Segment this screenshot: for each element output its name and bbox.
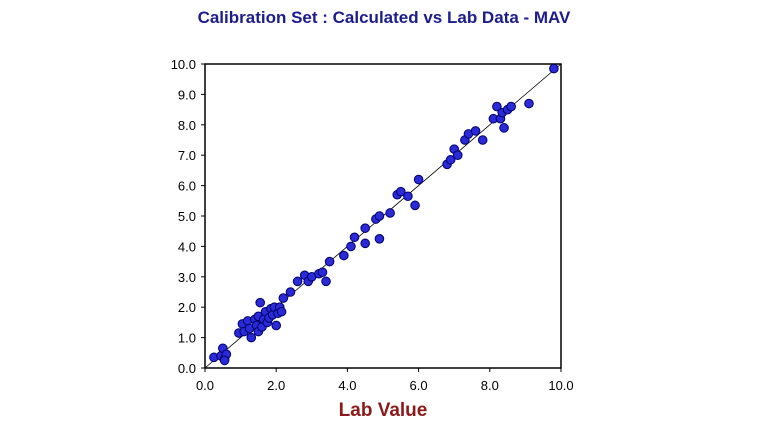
- x-tick-label: 8.0: [481, 378, 499, 393]
- y-tick-label: 10.0: [171, 57, 196, 72]
- data-point: [321, 276, 331, 287]
- data-point: [492, 101, 502, 112]
- x-tick-label: 6.0: [410, 378, 428, 393]
- data-point: [374, 211, 385, 221]
- y-tick-label: 6.0: [178, 179, 196, 194]
- data-point: [499, 123, 509, 133]
- data-point: [324, 256, 335, 267]
- data-point: [246, 332, 257, 343]
- y-tick-label: 4.0: [178, 239, 196, 254]
- data-point: [410, 200, 420, 211]
- data-point: [360, 223, 371, 233]
- data-point: [506, 101, 516, 112]
- y-tick-label: 3.0: [178, 270, 196, 285]
- y-tick-label: 1.0: [178, 331, 196, 346]
- data-point: [276, 306, 287, 317]
- x-tick-label: 0.0: [196, 378, 214, 393]
- data-point: [452, 150, 463, 160]
- data-point: [271, 320, 282, 331]
- y-tick-label: 2.0: [178, 300, 196, 315]
- data-point: [278, 293, 289, 303]
- data-point: [292, 276, 303, 287]
- data-point: [385, 208, 395, 218]
- data-points: [209, 63, 559, 366]
- y-tick-label: 0.0: [178, 361, 196, 376]
- x-axis: 0.0 2.0 4.0 6.0 8.0 10.0: [196, 368, 574, 393]
- data-point: [285, 287, 296, 297]
- y-tick-label: 9.0: [178, 87, 196, 102]
- data-point: [255, 297, 265, 308]
- y-tick-label: 7.0: [178, 148, 196, 163]
- y-axis: 0.0 1.0 2.0 3.0 4.0 5.0 6.0 7.0 8.0 9.0 10.0: [171, 57, 205, 376]
- data-point: [470, 126, 481, 136]
- data-point: [396, 186, 406, 197]
- data-point: [360, 238, 371, 249]
- y-tick-label: 8.0: [178, 118, 196, 133]
- data-point: [317, 267, 328, 278]
- x-axis-label: Lab Value: [339, 400, 428, 421]
- data-point: [349, 232, 360, 243]
- x-tick-label: 4.0: [338, 378, 356, 393]
- x-tick-label: 2.0: [267, 378, 285, 393]
- data-point: [413, 174, 424, 185]
- data-point: [339, 250, 349, 261]
- chart-title: Calibration Set : Calculated vs Lab Data…: [197, 8, 571, 27]
- x-tick-label: 10.0: [548, 378, 573, 393]
- data-point: [445, 154, 456, 165]
- data-point: [524, 98, 534, 109]
- y-tick-label: 5.0: [178, 209, 196, 224]
- data-point: [219, 355, 230, 366]
- data-point: [374, 234, 385, 244]
- data-point: [403, 191, 413, 202]
- data-point: [346, 241, 356, 252]
- data-point: [477, 135, 488, 145]
- data-point: [549, 63, 559, 74]
